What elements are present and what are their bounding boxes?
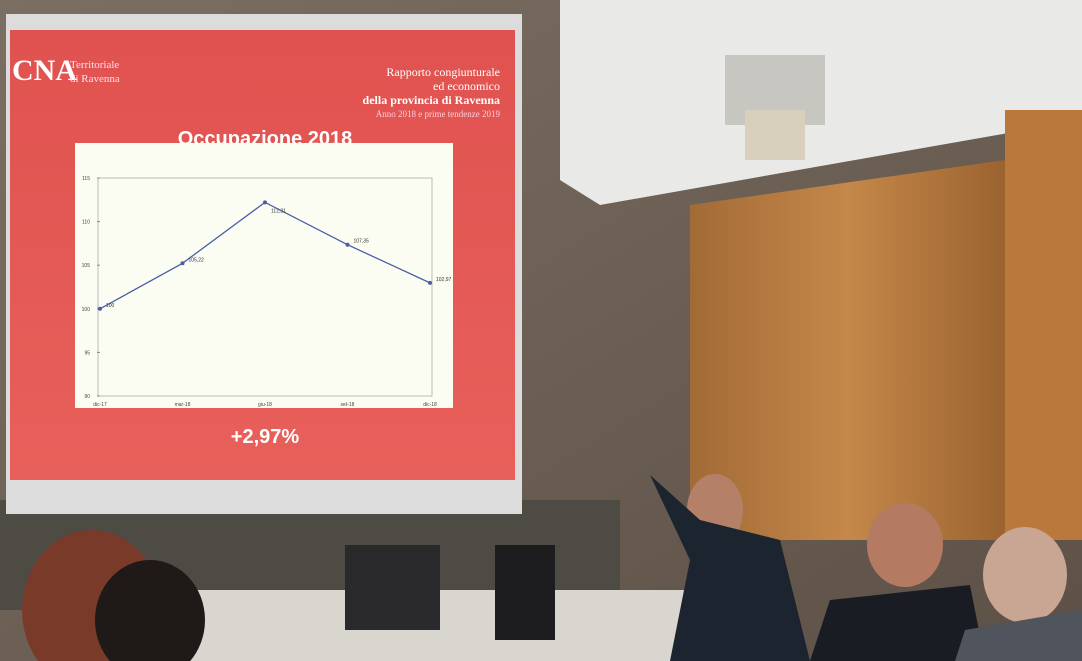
wood-panel: [690, 160, 1005, 540]
y-tick-label: 105: [82, 263, 91, 269]
scene: CNA Territoriale di Ravenna Rapporto con…: [0, 0, 1082, 661]
y-tick-label: 100: [82, 307, 91, 313]
x-tick-label: dic-18: [423, 402, 437, 408]
monitor: [345, 545, 440, 630]
chart-box: [75, 143, 453, 408]
value-label: 112,21: [271, 208, 286, 214]
value-label: 102,97: [436, 277, 452, 283]
table: [190, 590, 750, 661]
highlight: +2,97%: [231, 426, 300, 448]
org-line: di Ravenna: [70, 73, 120, 85]
report-line: ed economico: [433, 79, 500, 93]
point: [181, 261, 185, 265]
person-head: [983, 527, 1067, 623]
point: [98, 307, 102, 311]
report-line: Anno 2018 e prime tendenze 2019: [376, 109, 501, 119]
point: [428, 281, 432, 285]
report-line: Rapporto congiunturale: [386, 65, 500, 79]
value-label: 100: [106, 303, 115, 309]
page: CNA Territoriale di Ravenna Rapporto con…: [0, 0, 1082, 661]
logo: CNA: [12, 54, 77, 87]
value-label: 107,35: [354, 239, 370, 245]
y-tick-label: 110: [82, 220, 90, 226]
value-label: 105,22: [189, 257, 205, 263]
point: [346, 243, 350, 247]
x-tick-label: giu-18: [258, 402, 272, 408]
y-tick-label: 90: [84, 394, 90, 400]
y-tick-label: 115: [82, 176, 90, 182]
monitor: [495, 545, 555, 640]
wood-column: [1005, 110, 1082, 540]
x-tick-label: mar-18: [175, 402, 191, 408]
point: [263, 200, 267, 204]
person-head: [867, 503, 943, 587]
org-line: Territoriale: [70, 59, 119, 71]
y-tick-label: 95: [84, 350, 90, 356]
report-line: della provincia di Ravenna: [363, 93, 500, 107]
x-tick-label: set-18: [341, 402, 355, 408]
x-tick-label: dic-17: [93, 402, 107, 408]
sign: [745, 110, 805, 160]
